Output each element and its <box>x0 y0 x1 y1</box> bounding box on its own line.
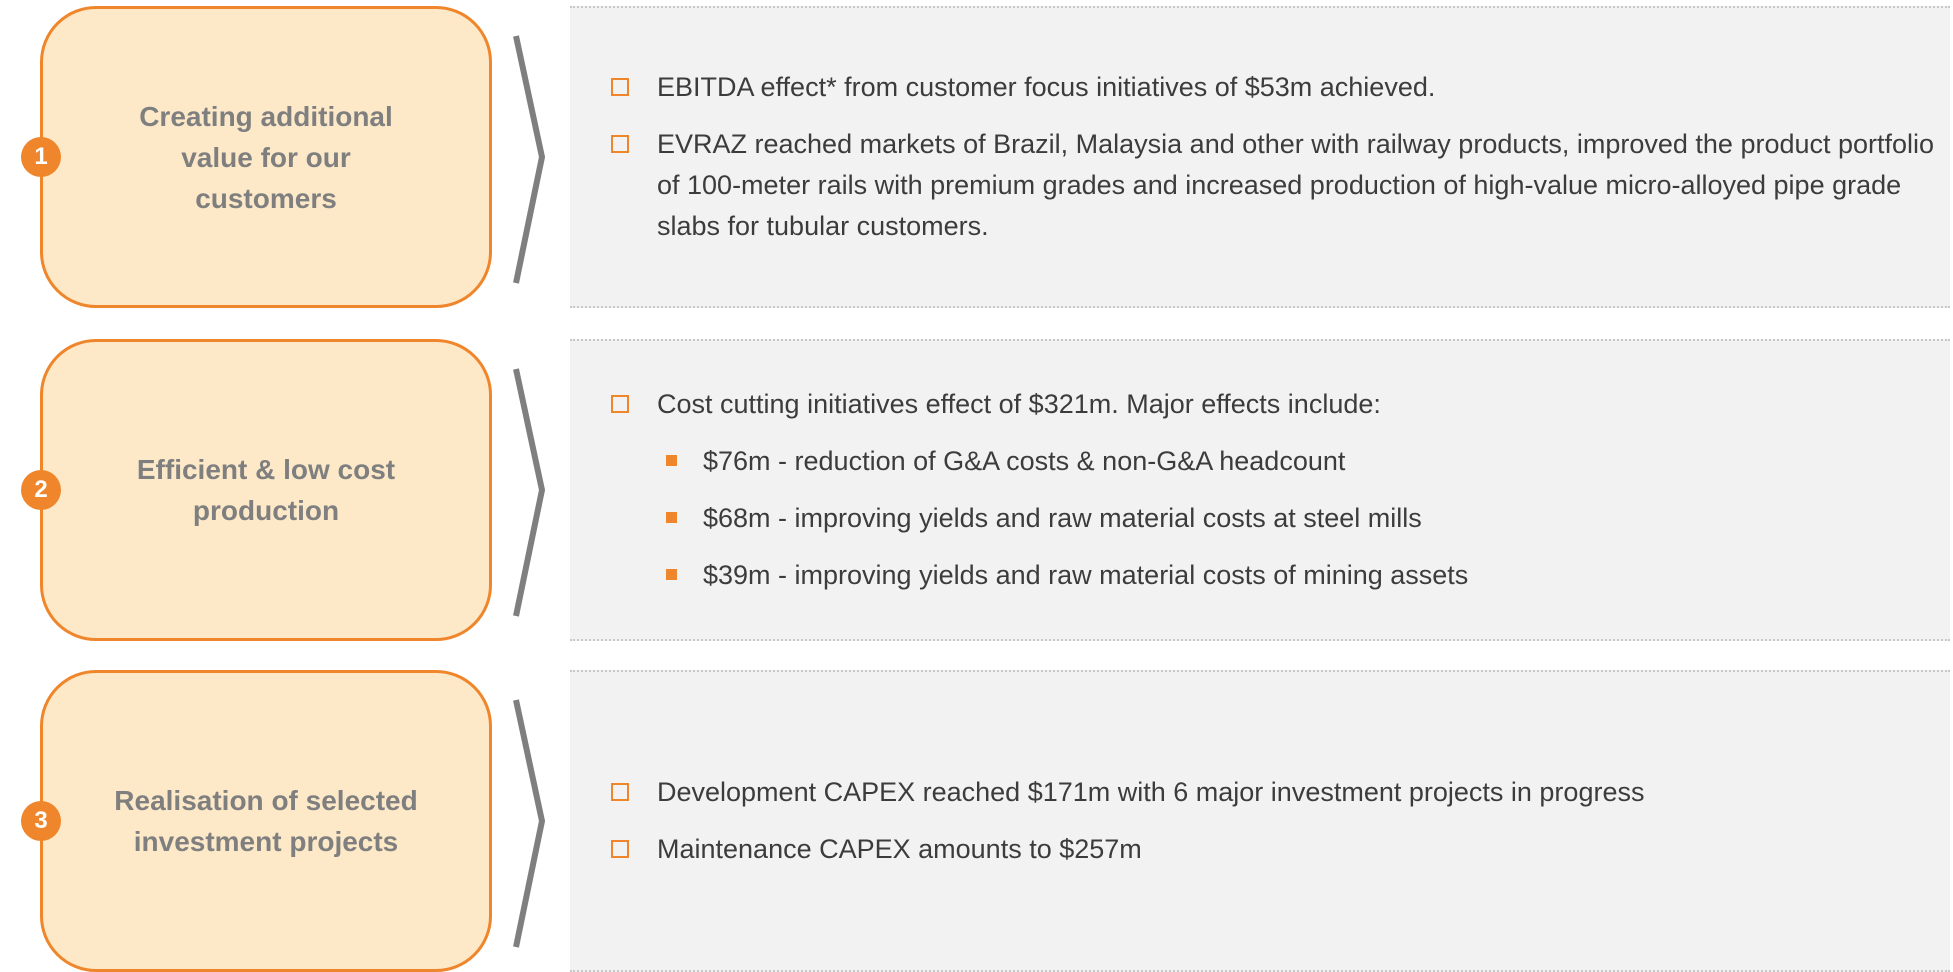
section-panel: EBITDA effect* from customer focus initi… <box>570 6 1950 308</box>
section-title-line: investment projects <box>133 826 399 857</box>
bullet-text: EBITDA effect* from customer focus initi… <box>657 72 1436 102</box>
section-number: 1 <box>21 137 61 177</box>
sub-bullet-text: $68m - improving yields and raw material… <box>703 503 1422 533</box>
sub-bullet-marker <box>666 455 677 466</box>
section-panel: Cost cutting initiatives effect of $321m… <box>570 339 1950 641</box>
bullet-text: EVRAZ reached markets of Brazil, Malaysi… <box>657 129 1935 241</box>
chevron <box>513 699 546 948</box>
section-number: 3 <box>21 801 61 841</box>
bullet-marker <box>611 135 629 153</box>
bullet: Maintenance CAPEX amounts to $257m <box>611 829 1945 870</box>
bullet-text: Maintenance CAPEX amounts to $257m <box>657 834 1142 864</box>
bullet-marker <box>611 840 629 858</box>
bullet-text: Development CAPEX reached $171m with 6 m… <box>657 777 1645 807</box>
section-title-line: production <box>192 495 340 526</box>
chevron-line <box>513 699 546 948</box>
section-title-line: Realisation of selected <box>114 785 418 816</box>
section-title-line: Creating additional <box>139 100 393 132</box>
sub-bullet-text: $76m - reduction of G&A costs & non-G&A … <box>703 446 1346 476</box>
chevron <box>513 35 546 284</box>
section-box: Realisation of selected investment projec… <box>40 670 492 972</box>
bullet-marker <box>611 78 629 96</box>
bullet-marker <box>611 783 629 801</box>
chevron-line <box>513 35 546 284</box>
bullet-text: Cost cutting initiatives effect of $321m… <box>657 389 1381 419</box>
section-title-line: Efficient & low cost <box>136 454 396 485</box>
section-title-line: customers <box>195 182 337 214</box>
chevron-line <box>513 368 546 617</box>
bullet: EBITDA effect* from customer focus initi… <box>611 67 1945 108</box>
bullet-marker <box>611 395 629 413</box>
chevron <box>513 368 546 617</box>
bullet: Cost cutting initiatives effect of $321m… <box>611 384 1945 596</box>
sub-bullet: $76m - reduction of G&A costs & non-G&A … <box>666 441 1945 482</box>
section-number: 2 <box>21 470 61 510</box>
sub-bullet-text: $39m - improving yields and raw material… <box>703 560 1469 590</box>
sub-bullet: $39m - improving yields and raw material… <box>666 555 1945 596</box>
section-box: Efficient & low cost production <box>40 339 492 641</box>
section-panel: Development CAPEX reached $171m with 6 m… <box>570 670 1950 972</box>
bullet: EVRAZ reached markets of Brazil, Malaysi… <box>611 124 1945 247</box>
section-box: Creating additional value for our customer… <box>40 6 492 308</box>
section-title-line: value for our <box>181 141 351 173</box>
sub-bullet-marker <box>666 512 677 523</box>
sub-bullet: $68m - improving yields and raw material… <box>666 498 1945 539</box>
bullet: Development CAPEX reached $171m with 6 m… <box>611 772 1945 813</box>
sub-bullet-marker <box>666 569 677 580</box>
